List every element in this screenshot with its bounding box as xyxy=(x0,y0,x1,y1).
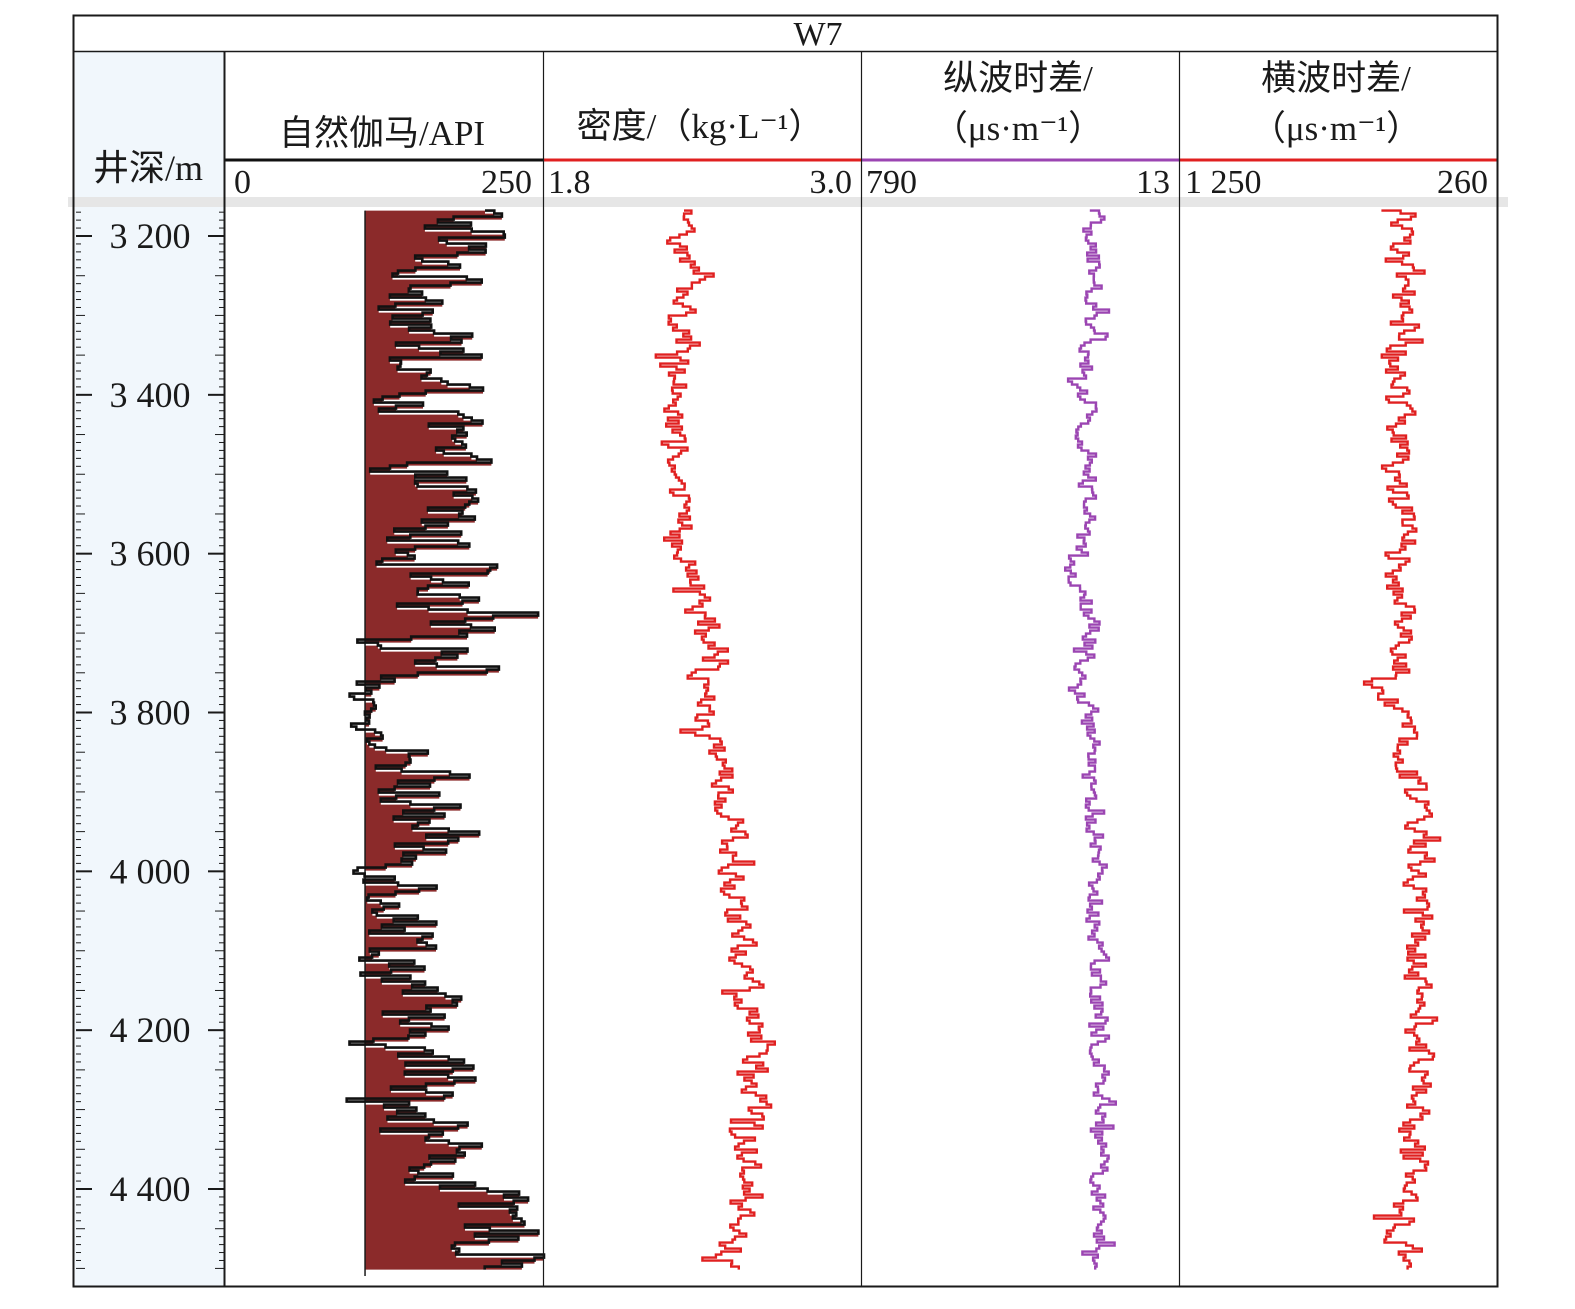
dts-scale-right: 260 xyxy=(1437,164,1488,201)
curve-layer xyxy=(224,158,1498,1277)
dts-track-title-line1: 横波时差/ xyxy=(1261,59,1411,98)
depth-axis: 3 200 3 400 3 600 3 800 4 000 4 200 4 400 xyxy=(76,211,224,1269)
depth-tick-label: 3 400 xyxy=(110,375,191,415)
depth-tick-label: 4 000 xyxy=(110,851,191,891)
frame xyxy=(72,14,1499,1288)
den-curve xyxy=(654,209,776,1270)
den-scale-left: 1.8 xyxy=(548,164,591,201)
dtc-scale-left: 790 xyxy=(866,164,917,201)
header-separator-band xyxy=(68,197,1508,207)
depth-tick-label: 3 600 xyxy=(110,534,191,574)
dtc-curve xyxy=(1064,209,1117,1270)
dts-track-title-line2: （μs·m⁻¹） xyxy=(1251,109,1421,148)
den-track-title: 密度/（kg·L⁻¹） xyxy=(577,107,824,146)
depth-tick-label: 3 800 xyxy=(110,693,191,733)
dtc-scale-right: 13 xyxy=(1136,164,1170,201)
depth-axis-label: 井深/m xyxy=(93,148,203,188)
well-title: W7 xyxy=(793,16,842,53)
gr-scale-left: 0 xyxy=(234,164,251,201)
depth-tick-label: 4 400 xyxy=(110,1169,191,1209)
gr-track-title: 自然伽马/API xyxy=(279,114,485,153)
dtc-track-title-line1: 纵波时差/ xyxy=(943,59,1093,98)
gr-curve xyxy=(345,209,546,1270)
depth-column-background xyxy=(75,52,225,1286)
depth-tick-label: 3 200 xyxy=(110,216,191,256)
gr-shale-fill xyxy=(365,210,544,1270)
dts-scale-left: 1 250 xyxy=(1185,164,1262,201)
depth-tick-label: 4 200 xyxy=(110,1010,191,1050)
dts-curve xyxy=(1362,209,1442,1270)
dtc-track-title-line2: （μs·m⁻¹） xyxy=(933,109,1103,148)
gr-scale-right: 250 xyxy=(481,164,532,201)
den-scale-right: 3.0 xyxy=(810,164,853,201)
